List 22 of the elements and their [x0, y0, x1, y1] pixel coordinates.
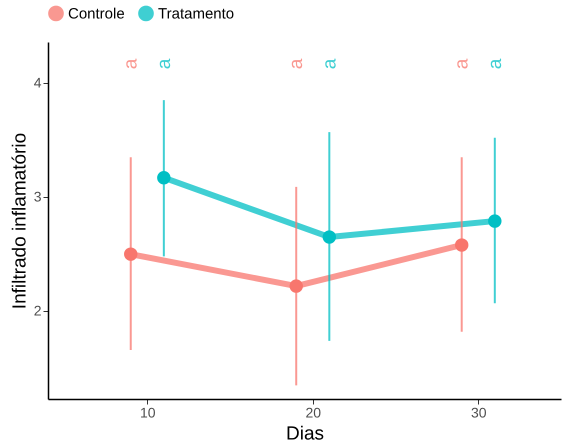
point [455, 238, 468, 252]
point [488, 214, 502, 228]
x-tick-label: 20 [305, 404, 322, 420]
x-axis-title: Dias [286, 424, 324, 444]
point [290, 279, 303, 293]
annotation: a [120, 58, 142, 70]
annotation: a [154, 58, 175, 70]
legend-label: Tratamento [158, 5, 234, 22]
annotation: a [319, 58, 340, 70]
y-axis-title: Infiltrado inflamatório [10, 132, 31, 310]
x-tick-label: 10 [140, 404, 156, 420]
legend-label: Controle [68, 5, 125, 22]
annotation: a [286, 58, 308, 70]
y-tick-label: 2 [34, 302, 42, 319]
annotation: a [452, 58, 473, 70]
point [124, 247, 138, 261]
y-tick-label: 3 [34, 188, 42, 205]
y-tick-label: 4 [34, 74, 42, 91]
x-tick-label: 30 [470, 404, 487, 420]
point [322, 230, 336, 244]
point [157, 171, 171, 184]
annotation: a [484, 58, 506, 70]
